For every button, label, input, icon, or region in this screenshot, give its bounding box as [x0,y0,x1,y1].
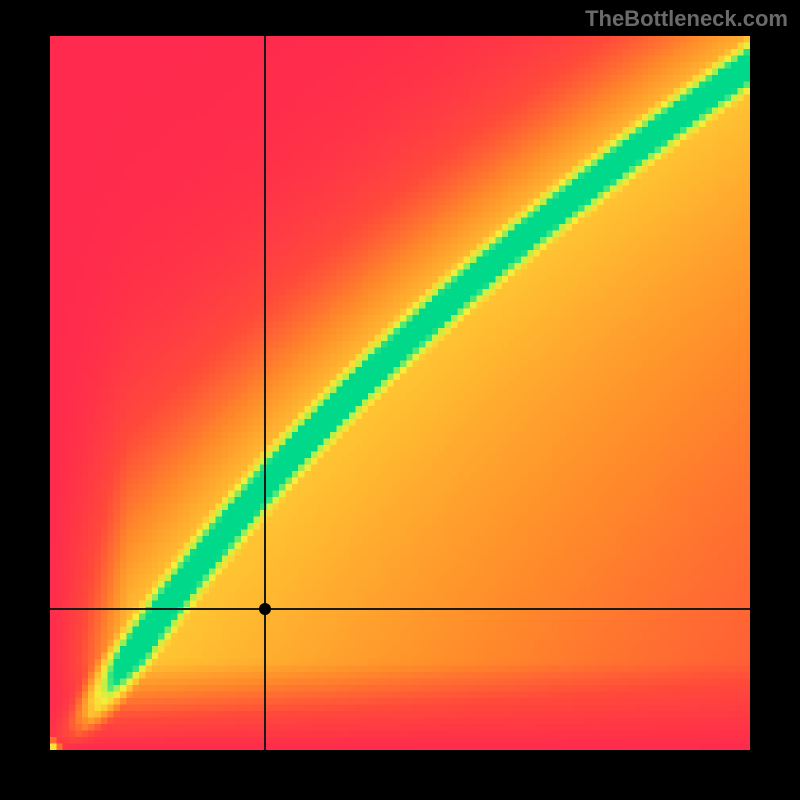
watermark-text: TheBottleneck.com [585,6,788,32]
bottleneck-heatmap-canvas [50,36,750,750]
crosshair-horizontal [50,608,750,610]
crosshair-vertical [264,36,266,750]
heatmap-plot-frame [50,36,750,750]
